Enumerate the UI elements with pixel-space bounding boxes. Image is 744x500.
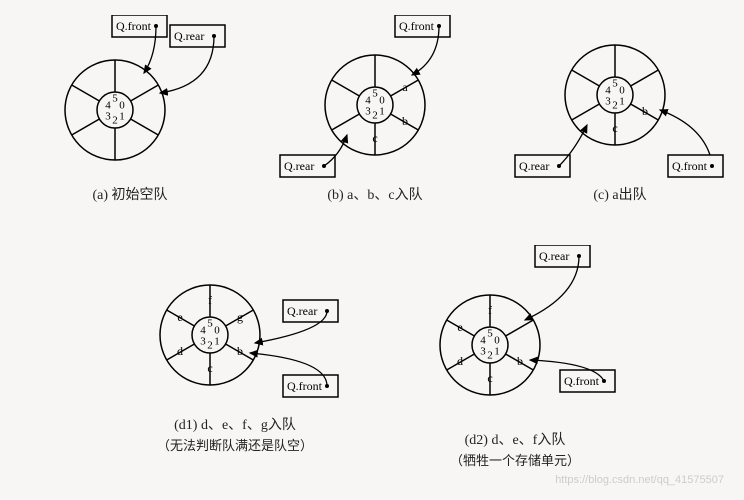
svg-text:2: 2	[112, 115, 118, 127]
slot-b-2: c	[372, 131, 377, 145]
slot-d2-5: f	[488, 303, 492, 317]
svg-text:4: 4	[105, 100, 111, 112]
caption-d1: (d1) d、e、f、g入队	[115, 417, 355, 435]
svg-text:5: 5	[612, 78, 618, 90]
svg-text:1: 1	[619, 96, 625, 108]
front-label-d1: Q.front	[287, 379, 323, 393]
svg-text:5: 5	[487, 328, 493, 340]
circular-queue-d1: 012 345 g b c d e f	[160, 285, 260, 385]
svg-text:1: 1	[119, 111, 125, 123]
svg-text:3: 3	[200, 336, 206, 348]
diagram-d2: 012 345 b c d e f Q.rear Q.front	[395, 245, 635, 430]
svg-text:2: 2	[372, 110, 378, 122]
slot-d1-1: b	[237, 344, 243, 358]
slot-d1-2: c	[207, 361, 212, 375]
slot-d2-1: b	[517, 354, 523, 368]
figure-container: 012 345 Q.front Q.rear (a) 初始空队 012 345 …	[10, 10, 734, 490]
watermark: https://blog.csdn.net/qq_41575507	[555, 474, 724, 486]
slot-d1-4: e	[177, 310, 182, 324]
diagram-b: 012 345 a b c Q.front Q.rear	[265, 15, 485, 185]
svg-text:3: 3	[365, 106, 371, 118]
slot-d2-3: d	[457, 354, 463, 368]
svg-text:4: 4	[605, 85, 611, 97]
svg-text:3: 3	[480, 346, 486, 358]
diagram-a: 012 345 Q.front Q.rear	[20, 15, 240, 185]
svg-text:2: 2	[487, 350, 493, 362]
slot-c-1: b	[642, 104, 648, 118]
svg-text:5: 5	[112, 93, 118, 105]
svg-text:3: 3	[605, 96, 611, 108]
subcaption-d1: （无法判断队满还是队空）	[115, 435, 355, 454]
panel-a: 012 345 Q.front Q.rear (a) 初始空队	[20, 15, 240, 205]
rear-label-a: Q.rear	[174, 29, 204, 43]
panel-d2: 012 345 b c d e f Q.rear Q.front (d2) d、…	[395, 245, 635, 469]
rear-label-b: Q.rear	[284, 159, 314, 173]
circular-queue-d2: 012 345 b c d e f	[440, 295, 540, 395]
svg-text:2: 2	[612, 100, 618, 112]
front-label-c: Q.front	[672, 159, 708, 173]
front-label-d2: Q.front	[564, 374, 600, 388]
circular-queue-b: 012 345 a b c	[325, 55, 425, 155]
circular-queue-a: 012 345	[65, 60, 165, 160]
rear-label-c: Q.rear	[519, 159, 549, 173]
svg-text:1: 1	[214, 336, 220, 348]
svg-text:4: 4	[365, 95, 371, 107]
slot-d1-5: f	[208, 293, 212, 307]
caption-c: (c) a出队	[510, 187, 730, 205]
slot-c-2: c	[612, 121, 617, 135]
svg-text:3: 3	[105, 111, 111, 123]
panel-d1: 012 345 g b c d e f Q.rear Q.front (d1) …	[115, 245, 355, 454]
rear-label-d1: Q.rear	[287, 304, 317, 318]
panel-c: 012 345 b c Q.front Q.rear (c) a出队	[510, 15, 730, 205]
slot-b-0: a	[402, 80, 408, 94]
panel-b: 012 345 a b c Q.front Q.rear (b) a、b、c入队	[265, 15, 485, 205]
front-label-a: Q.front	[116, 19, 152, 33]
caption-b: (b) a、b、c入队	[265, 187, 485, 205]
svg-text:4: 4	[200, 325, 206, 337]
svg-text:2: 2	[207, 340, 213, 352]
caption-d2: (d2) d、e、f入队	[395, 432, 635, 450]
diagram-c: 012 345 b c Q.front Q.rear	[510, 15, 730, 185]
slot-d2-2: c	[487, 371, 492, 385]
rear-label-d2: Q.rear	[539, 249, 569, 263]
svg-text:1: 1	[494, 346, 500, 358]
front-label-b: Q.front	[399, 19, 435, 33]
circular-queue-c: 012 345 b c	[565, 45, 665, 145]
svg-text:5: 5	[207, 318, 213, 330]
slot-b-1: b	[402, 114, 408, 128]
slot-d1-0: g	[237, 310, 243, 324]
caption-a: (a) 初始空队	[20, 187, 240, 205]
slot-d1-3: d	[177, 344, 183, 358]
svg-text:4: 4	[480, 335, 486, 347]
svg-text:5: 5	[372, 88, 378, 100]
subcaption-d2: （牺牲一个存储单元）	[395, 450, 635, 469]
slot-d2-4: e	[457, 320, 462, 334]
svg-text:1: 1	[379, 106, 385, 118]
diagram-d1: 012 345 g b c d e f Q.rear Q.front	[115, 245, 355, 415]
